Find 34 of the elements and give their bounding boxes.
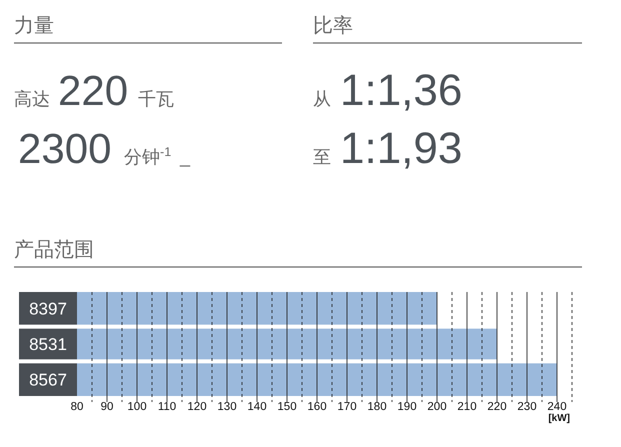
x-tick-label: 220 — [487, 401, 507, 413]
text: 至 — [313, 147, 331, 167]
text: 1:1,93 — [340, 124, 462, 173]
chart-title: 产品范围 — [14, 239, 94, 261]
x-tick-label: 190 — [397, 401, 417, 413]
x-tick-label: 160 — [307, 401, 327, 413]
x-axis-title: [kW] — [548, 413, 570, 424]
text: 力量 — [14, 15, 54, 37]
text: 千瓦 — [138, 89, 174, 109]
text: 分钟$^{-1}$ — [124, 145, 172, 167]
y-tick-label: 8397 — [29, 299, 67, 318]
x-tick-label: 80 — [70, 401, 84, 413]
x-tick-label: 240 — [547, 401, 567, 413]
x-tick-label: 130 — [217, 401, 237, 413]
x-tick-label: 110 — [158, 401, 176, 413]
text: 从 — [313, 89, 331, 109]
x-tick-label: 200 — [427, 401, 447, 413]
x-tick-label: 170 — [337, 401, 357, 413]
y-tick-label: 8531 — [29, 335, 67, 354]
y-tick-label: 8567 — [29, 370, 67, 390]
text: 220 — [58, 67, 128, 114]
text: 1:1,36 — [340, 66, 462, 115]
text: 比率 — [313, 15, 353, 37]
x-tick-label: 230 — [517, 401, 537, 413]
x-tick-label: 100 — [127, 401, 147, 413]
text: _ — [179, 147, 191, 167]
x-tick-label: 150 — [277, 401, 297, 413]
x-tick-label: 120 — [187, 401, 207, 413]
x-tick-label: 140 — [247, 401, 267, 413]
x-tick-label: 210 — [457, 401, 477, 413]
x-tick-label: 180 — [367, 401, 387, 413]
text: 2300 — [18, 125, 112, 172]
text: 高达 — [14, 89, 50, 109]
x-tick-label: 90 — [100, 401, 114, 413]
